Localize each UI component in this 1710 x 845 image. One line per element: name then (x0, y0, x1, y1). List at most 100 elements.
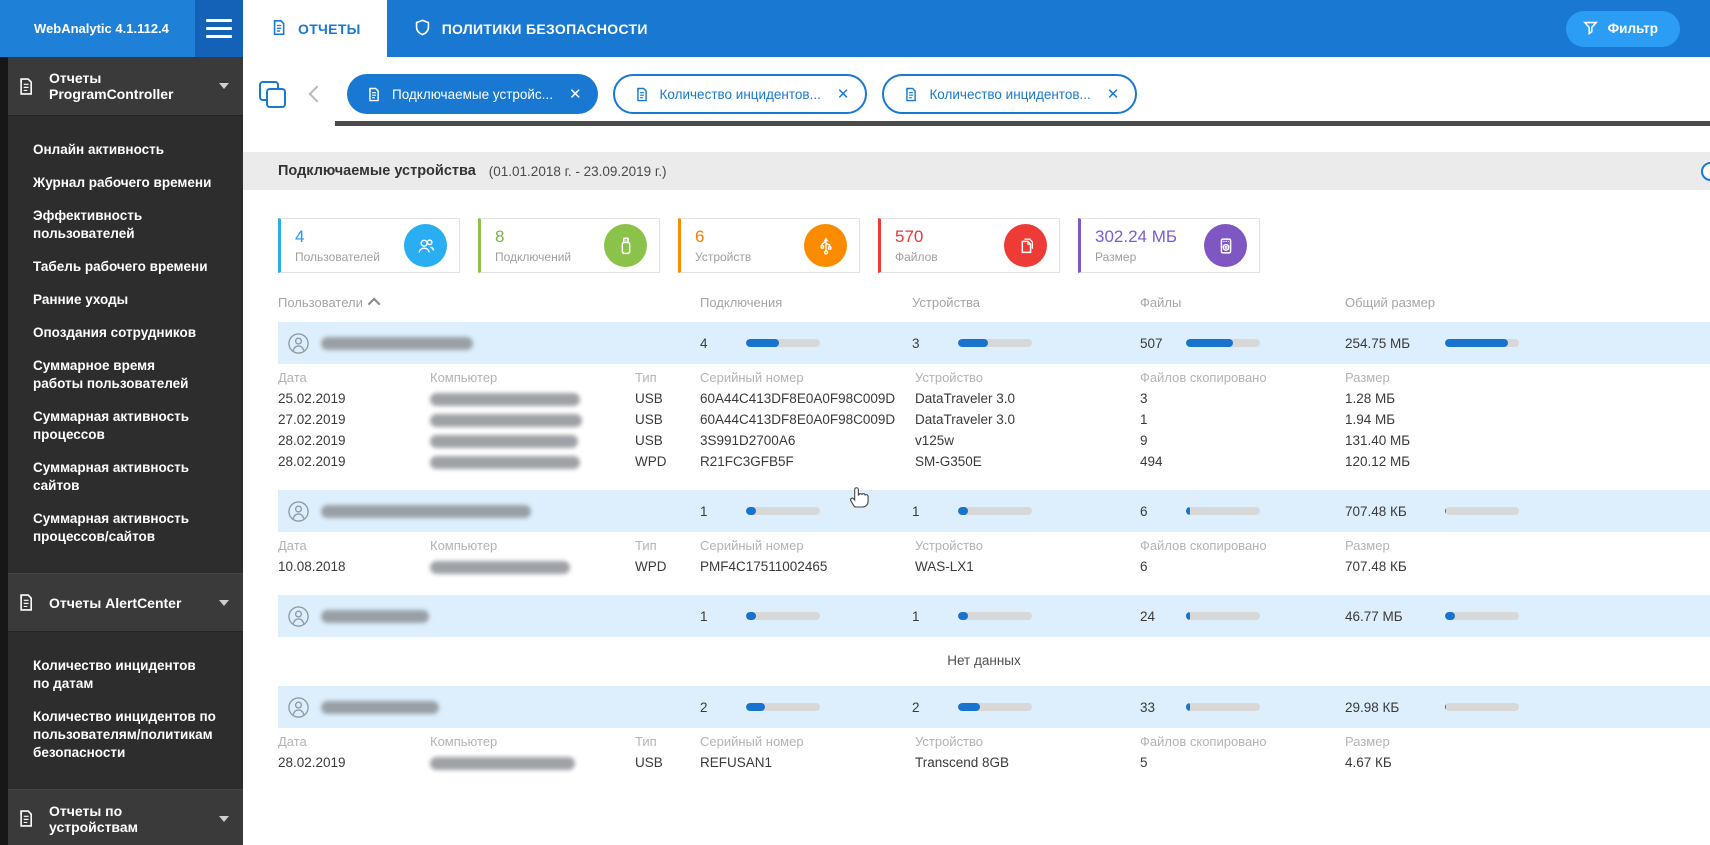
close-icon[interactable]: ✕ (568, 85, 582, 103)
user-detail-table: Дата Компьютер Тип Серийный номер Устрой… (278, 734, 1710, 775)
report-tab-incidents-1[interactable]: Количество инцидентов... ✕ (612, 74, 868, 114)
size-bar (1445, 339, 1519, 347)
report-tab-incidents-2[interactable]: Количество инцидентов... ✕ (882, 74, 1138, 114)
avatar (288, 605, 309, 627)
hamburger-menu-button[interactable] (195, 0, 243, 57)
detail-column-date: Дата (278, 538, 307, 553)
redacted-computer-name (430, 435, 578, 448)
sidebar-item-user-efficiency[interactable]: Эффективность пользователей (33, 208, 143, 241)
user-row[interactable]: 2 2 33 29.98 КБ (278, 686, 1710, 728)
sidebar-item-worktime-log[interactable]: Журнал рабочего времени (33, 175, 212, 190)
sidebar-item-process-activity[interactable]: Суммарная активность процессов (33, 409, 190, 442)
sidebar-item-early-leaves[interactable]: Ранние уходы (33, 292, 129, 307)
devices-value: 1 (912, 503, 920, 519)
close-icon[interactable]: ✕ (836, 85, 850, 103)
sidebar-section-devices[interactable]: Отчеты по устройствам (0, 789, 243, 845)
users-icon (404, 224, 447, 267)
report-icon (636, 87, 647, 101)
connections-bar (746, 703, 820, 711)
sidebar-section-alertcenter[interactable]: Отчеты AlertCenter (0, 573, 243, 632)
size-value: 254.75 МБ (1345, 335, 1411, 351)
user-row[interactable]: 1 1 24 46.77 МБ (278, 595, 1710, 637)
sidebar-item-total-worktime[interactable]: Суммарное время работы пользователей (33, 358, 189, 391)
files-value: 33 (1140, 699, 1156, 715)
sidebar: Отчеты ProgramController Онлайн активнос… (0, 57, 243, 845)
card-label: Размер (1095, 250, 1137, 264)
chevron-down-icon (219, 599, 229, 606)
detail-column-type: Тип (635, 734, 657, 749)
column-devices[interactable]: Устройства (912, 295, 981, 310)
tab-security-policies[interactable]: ПОЛИТИКИ БЕЗОПАСНОСТИ (387, 0, 674, 57)
detail-row: 28.02.2019 USB 3S991D2700A6 v125w 9 131.… (278, 433, 1411, 448)
card-value: 570 (895, 227, 924, 246)
sidebar-item-site-activity[interactable]: Суммарная активность сайтов (33, 460, 190, 493)
redacted-user-name (321, 609, 429, 623)
column-total-size[interactable]: Общий размер (1345, 295, 1436, 310)
tab-reports[interactable]: ОТЧЕТЫ (243, 0, 387, 57)
redacted-computer-name (430, 414, 582, 427)
user-detail-table: Дата Компьютер Тип Серийный номер Устрой… (278, 370, 1710, 474)
sidebar-item-online-activity[interactable]: Онлайн активность (33, 142, 165, 157)
devices-bar (958, 612, 1032, 620)
report-tab-label: Количество инцидентов... (929, 86, 1091, 102)
copy-tabs-icon[interactable] (259, 79, 289, 109)
avatar (288, 500, 309, 522)
section-title: Отчеты ProgramController (49, 70, 174, 102)
files-bar (1186, 703, 1260, 711)
report-icon (269, 18, 288, 40)
detail-row: 28.02.2019 USB REFUSAN1 Transcend 8GB 5 … (278, 755, 1392, 770)
tabs-horizontal-scrollbar[interactable] (335, 121, 1710, 126)
close-icon[interactable]: ✕ (1106, 85, 1120, 103)
connections-value: 2 (700, 699, 708, 715)
report-tab-label: Количество инцидентов... (659, 86, 821, 102)
files-value: 24 (1140, 608, 1156, 624)
avatar (288, 696, 309, 718)
column-connections[interactable]: Подключения (700, 295, 783, 310)
sidebar-item-timesheet[interactable]: Табель рабочего времени (33, 259, 208, 274)
card-value: 4 (295, 227, 305, 246)
chevron-left-icon[interactable] (308, 85, 326, 103)
sidebar-section-programcontroller[interactable]: Отчеты ProgramController (0, 57, 243, 116)
files-value: 6 (1140, 503, 1148, 519)
connections-value: 4 (700, 335, 708, 351)
tab-security-policies-label: ПОЛИТИКИ БЕЗОПАСНОСТИ (441, 20, 648, 37)
column-users[interactable]: Пользователи (278, 295, 700, 311)
section-title: Отчеты AlertCenter (49, 594, 182, 611)
detail-column-type: Тип (635, 538, 657, 553)
connections-value: 1 (700, 608, 708, 624)
sidebar-item-incidents-by-user-policy[interactable]: Количество инцидентов по пользователям/п… (33, 709, 216, 760)
usb-stick-icon (604, 224, 647, 267)
detail-column-date: Дата (278, 370, 307, 385)
filter-button[interactable]: Фильтр (1565, 10, 1680, 47)
cutoff-icon[interactable] (1701, 162, 1710, 181)
report-title-bar: Подключаемые устройства (01.01.2018 г. -… (243, 152, 1710, 190)
sidebar-item-process-site-activity[interactable]: Суммарная активность процессов/сайтов (33, 511, 190, 544)
sidebar-scrollbar[interactable] (0, 57, 8, 845)
top-header: WebAnalytic 4.1.112.4 ОТЧЕТЫ ПОЛИТИКИ БЕ… (0, 0, 1710, 57)
column-files[interactable]: Файлы (1140, 295, 1182, 310)
user-row[interactable]: 1 1 6 707.48 КБ (278, 490, 1710, 532)
user-detail-table: Дата Компьютер Тип Серийный номер Устрой… (278, 538, 1710, 579)
shield-icon (413, 18, 432, 40)
card-size: 302.24 МБ Размер (1078, 218, 1260, 273)
detail-row: 28.02.2019 WPD R21FC3GFB5F SM-G350E 494 … (278, 454, 1411, 469)
card-label: Пользователей (295, 250, 380, 264)
sidebar-item-incidents-by-date[interactable]: Количество инцидентов по датам (33, 658, 196, 691)
usb-symbol-icon (804, 224, 847, 267)
redacted-computer-name (430, 456, 580, 469)
user-row[interactable]: 4 3 507 254.75 МБ (278, 322, 1710, 364)
connections-bar (746, 339, 820, 347)
report-tab-connected-devices[interactable]: Подключаемые устройс... ✕ (347, 74, 598, 114)
devices-bar (958, 507, 1032, 515)
redacted-computer-name (430, 393, 580, 406)
detail-row: 10.08.2018 WPD PMF4C17511002465 WAS-LX1 … (278, 559, 1407, 574)
report-icon (369, 87, 379, 101)
card-label: Файлов (895, 250, 938, 264)
card-value: 302.24 МБ (1095, 227, 1178, 246)
connections-bar (746, 612, 820, 620)
size-value: 707.48 КБ (1345, 503, 1407, 519)
sidebar-item-late-arrivals[interactable]: Опоздания сотрудников (33, 325, 197, 340)
detail-column-computer: Компьютер (430, 538, 498, 553)
detail-column-size: Размер (1345, 370, 1390, 385)
detail-column-copied: Файлов скопировано (1140, 370, 1267, 385)
